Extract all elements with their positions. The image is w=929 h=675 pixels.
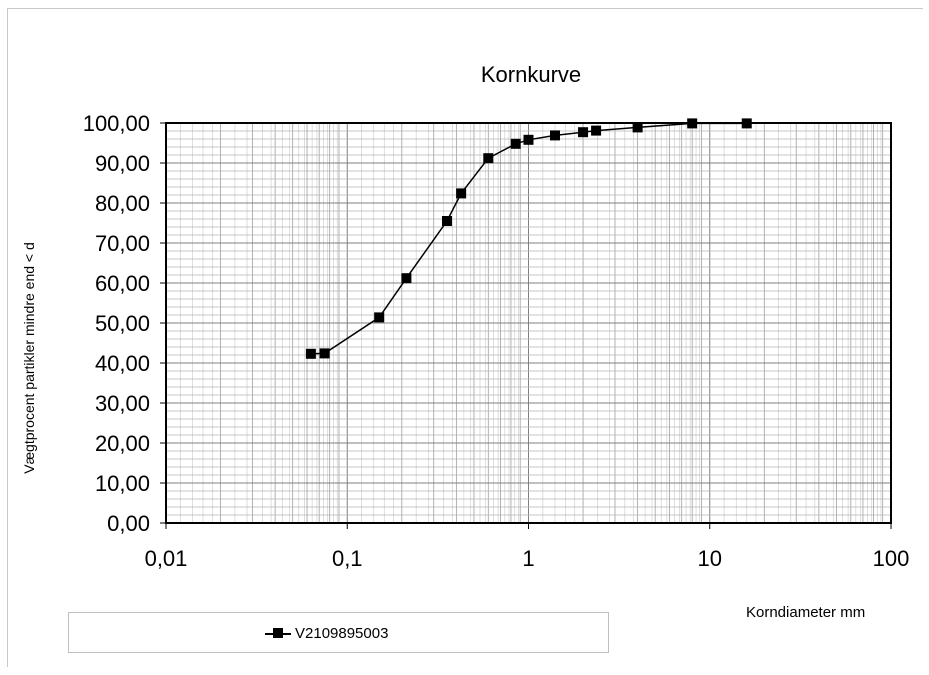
y-tick-label: 40,00 — [95, 351, 150, 376]
data-point — [374, 312, 385, 323]
x-tick-label: 100 — [873, 546, 910, 571]
data-point — [687, 118, 698, 129]
y-tick-label: 0,00 — [107, 511, 150, 536]
y-axis-label: Vægtprocent partikler mindre end < d — [21, 242, 37, 474]
x-axis-label: Korndiameter mm — [746, 604, 866, 621]
x-tick-label: 10 — [698, 546, 722, 571]
y-tick-label: 10,00 — [95, 471, 150, 496]
data-point — [441, 216, 452, 226]
y-tick-label: 50,00 — [95, 311, 150, 336]
data-point — [549, 130, 560, 141]
y-tick-label: 90,00 — [95, 151, 150, 176]
legend: V2109895003 — [68, 612, 609, 653]
data-point — [523, 134, 534, 145]
x-tick-label: 1 — [522, 546, 534, 571]
y-tick-label: 100,00 — [83, 111, 150, 136]
legend-entry: V2109895003 — [265, 622, 388, 644]
data-point — [510, 138, 521, 149]
data-point — [591, 125, 602, 136]
data-point — [578, 127, 589, 138]
chart-title: Kornkurve — [481, 62, 581, 87]
y-tick-label: 60,00 — [95, 271, 150, 296]
chart-area-border — [7, 8, 923, 667]
x-tick-label: 0,1 — [332, 546, 363, 571]
data-point — [741, 118, 752, 129]
y-tick-label: 80,00 — [95, 191, 150, 216]
data-point — [305, 348, 316, 359]
data-point — [401, 273, 412, 284]
data-point — [483, 153, 494, 164]
x-tick-label: 0,01 — [145, 546, 188, 571]
y-tick-label: 70,00 — [95, 231, 150, 256]
legend-series-label: V2109895003 — [295, 624, 389, 642]
legend-marker-icon — [265, 626, 291, 640]
data-point — [319, 348, 330, 359]
data-point — [456, 188, 467, 199]
y-tick-label: 20,00 — [95, 431, 150, 456]
data-point — [632, 122, 643, 133]
y-tick-label: 30,00 — [95, 391, 150, 416]
